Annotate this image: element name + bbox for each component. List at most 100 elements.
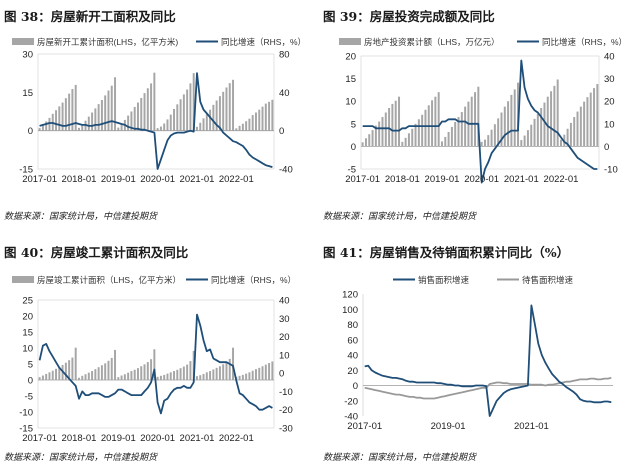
bar <box>209 109 212 131</box>
right-tick-label: 10 <box>279 350 290 361</box>
legend-swatch-bars <box>339 38 361 45</box>
bar <box>225 361 228 380</box>
bar <box>173 371 176 380</box>
line-series <box>364 377 612 400</box>
bar <box>68 360 71 380</box>
right-tick-label: 80 <box>279 50 290 61</box>
legend-label-line: 销售面积增速 <box>418 275 470 285</box>
bar <box>553 85 556 147</box>
bar <box>218 96 221 131</box>
bar <box>48 372 51 380</box>
chart-title: 图 40：房屋竣工累计面积及同比 <box>4 245 189 260</box>
bar <box>483 139 486 147</box>
bar <box>136 102 139 131</box>
x-tick-label: 2018-01 <box>62 433 97 444</box>
x-tick-label: 2021-01 <box>504 174 539 185</box>
right-tick-label: -20 <box>279 405 293 416</box>
bar <box>58 106 61 131</box>
bar <box>215 367 218 380</box>
bar <box>77 377 80 380</box>
left-tick-label: 5 <box>351 119 356 130</box>
bar <box>186 364 189 380</box>
bar <box>123 374 126 380</box>
y-tick-label: 20 <box>347 366 358 377</box>
bar <box>166 373 169 380</box>
x-tick-label: 2018-01 <box>62 174 97 185</box>
y-tick-label: 40 <box>347 351 358 362</box>
bar <box>166 119 169 131</box>
x-tick-label: 2017-01 <box>345 174 380 185</box>
chart-fig41: -40 -20 0 20 40 60 80 100 120 2017-01 2019-01 2021-… <box>342 275 613 432</box>
bar <box>228 83 231 131</box>
bar <box>55 368 58 380</box>
bar <box>254 369 257 380</box>
bar <box>51 370 54 380</box>
bar <box>261 106 264 131</box>
y-tick-label: -40 <box>344 412 358 423</box>
bar <box>140 97 143 131</box>
legend-label-line: 同比增速（RHS，%） <box>221 37 306 47</box>
panel-fig39: 图 39：房屋投资完成额及同比 -5 0 5 10 15 20 -10 0 10 20 30 40 20… <box>323 6 636 226</box>
right-tick-label: 0 <box>279 126 284 137</box>
bar <box>77 127 80 131</box>
line-series <box>362 59 598 184</box>
bar <box>271 361 274 380</box>
bar <box>414 123 417 147</box>
bar <box>258 367 261 380</box>
x-tick-label: 2021-01 <box>514 421 549 432</box>
panel-fig40: 图 40：房屋竣工累计面积及同比 -15 -10 -5 0 5 10 15 20 25 -30 -2… <box>4 242 312 464</box>
bar <box>264 103 267 131</box>
bar <box>81 124 84 131</box>
y-tick-label: 120 <box>342 290 358 301</box>
bar <box>150 83 153 131</box>
bar <box>583 101 586 147</box>
bar <box>586 97 589 147</box>
bar <box>120 375 123 380</box>
left-tick-label: 10 <box>345 97 356 108</box>
bar <box>573 117 576 147</box>
bar <box>104 363 107 380</box>
bar <box>143 364 146 380</box>
bar <box>71 357 74 380</box>
left-tick-label: 15 <box>22 328 33 339</box>
left-tick-label: -5 <box>348 165 356 176</box>
bar <box>364 138 367 147</box>
bar <box>110 357 113 380</box>
bar <box>228 358 231 380</box>
source-note: 数据来源：国家统计局，中信建投期货 <box>4 212 158 222</box>
x-tick-label: 2019-01 <box>425 174 460 185</box>
bar <box>100 365 103 380</box>
bar <box>493 124 496 147</box>
bar <box>238 125 241 131</box>
left-tick-label: 0 <box>351 142 356 153</box>
bar <box>107 360 110 380</box>
bar <box>421 114 424 147</box>
source-note: 数据来源：国家统计局，中信建投期货 <box>323 453 477 463</box>
bar <box>140 366 143 380</box>
bar <box>209 371 212 380</box>
bar <box>130 111 133 131</box>
right-tick-label: 30 <box>279 314 290 325</box>
x-tick-label: 2020-01 <box>140 174 175 185</box>
bar <box>589 92 592 147</box>
bar <box>550 91 553 147</box>
bar <box>61 102 64 131</box>
left-tick-label: 0 <box>28 126 33 137</box>
bar <box>117 127 120 131</box>
y-tick-label: 100 <box>342 305 358 316</box>
bar <box>97 104 100 131</box>
bar <box>464 106 467 147</box>
bar <box>110 85 113 131</box>
bar <box>440 141 443 147</box>
bar <box>434 96 437 147</box>
bar <box>182 366 185 380</box>
bar <box>437 92 440 147</box>
left-tick-label: -15 <box>19 165 33 176</box>
left-tick-label: 30 <box>22 50 33 61</box>
bar <box>45 373 48 380</box>
panel-fig41: 图 41：房屋销售及待销面积累计同比（%） -40 -20 0 20 40 60 80 100… <box>323 242 636 464</box>
right-tick-label: -10 <box>604 165 618 176</box>
left-tick-label: 15 <box>22 88 33 99</box>
chart-fig39: -5 0 5 10 15 20 -10 0 10 20 30 40 2017-01 2018-01 2019… <box>339 37 627 185</box>
left-tick-label: 15 <box>345 74 356 85</box>
